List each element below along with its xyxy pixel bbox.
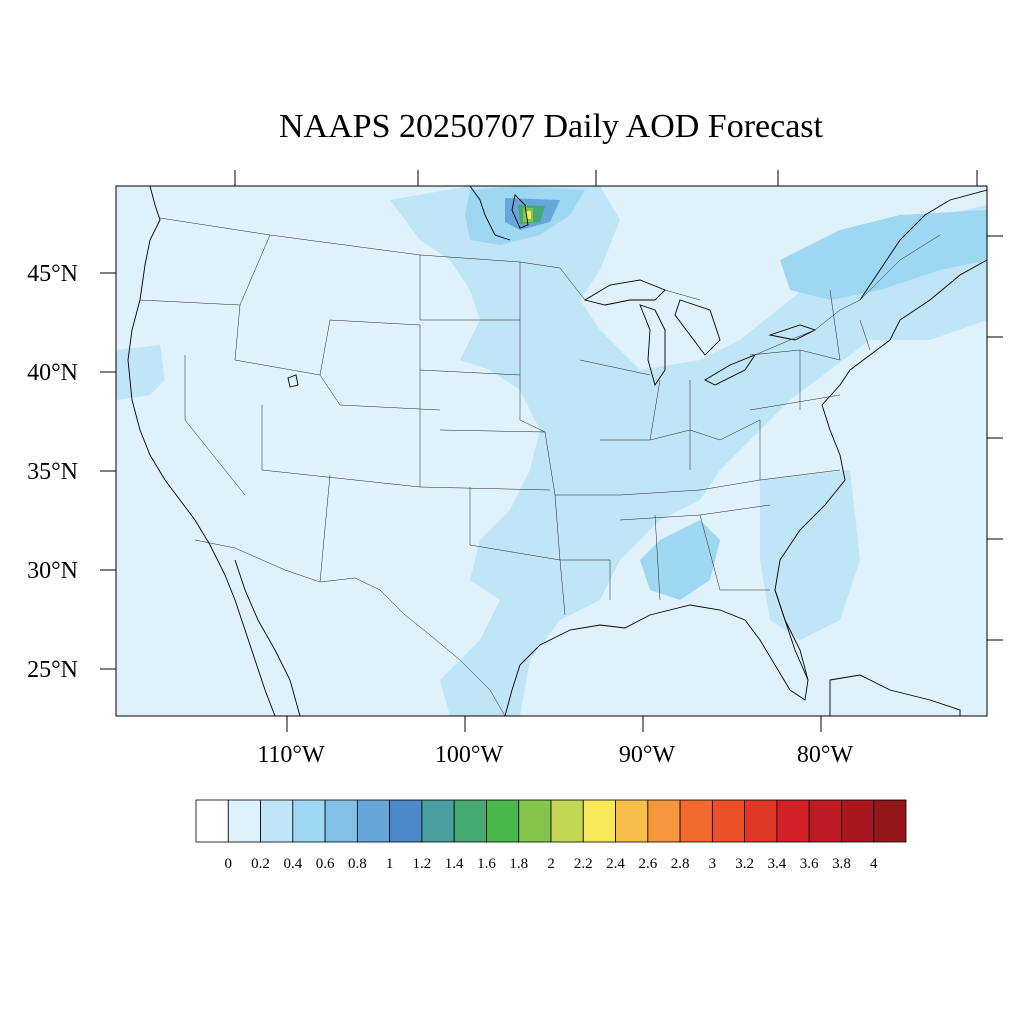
colorbar-label: 3.4 [768, 856, 787, 872]
plume-manitoba-peak [526, 211, 531, 219]
lat-tick-label: 40°N [27, 360, 78, 386]
aod-plumes [116, 186, 987, 716]
colorbar-swatch [195, 799, 229, 843]
colorbar-label: 4 [870, 856, 878, 872]
pacific-coastline [127, 186, 276, 716]
colorbar-swatch [518, 799, 552, 843]
plume-northeast [780, 210, 987, 300]
colorbar-label: 2.4 [606, 856, 625, 872]
frame-ticks [234, 170, 1003, 641]
state-borders-east [579, 289, 871, 601]
atlantic-coastline [774, 259, 987, 591]
colorbar-swatch [711, 799, 746, 843]
lake-superior [583, 279, 666, 306]
colorbar-swatch [389, 799, 423, 843]
plume-southeast-coast [760, 470, 860, 640]
colorbar-label: 0 [225, 856, 233, 872]
coastlines [127, 186, 987, 716]
lake-michigan [639, 304, 666, 387]
us-mexico-border [194, 539, 506, 716]
colorbar-label: 1 [386, 856, 394, 872]
cuba-coast [829, 674, 961, 716]
colorbar-label: 3.6 [800, 856, 819, 872]
lon-tick-label: 100°W [435, 742, 504, 768]
map-title: NAAPS 20250707 Daily AOD Forecast [279, 108, 823, 145]
colorbar-label: 3 [709, 856, 717, 872]
colorbar-swatch [582, 799, 616, 843]
colorbar-label: 3.8 [832, 856, 851, 872]
lon-tick-label: 110°W [257, 742, 325, 768]
great-salt-lake [287, 374, 299, 388]
colorbar-swatch [356, 799, 391, 843]
state-borders-central [419, 262, 620, 616]
colorbar-label: 0.6 [316, 856, 335, 872]
political-borders [139, 217, 941, 716]
colorbar-swatch [615, 799, 649, 843]
hudson-bay-shore [469, 186, 511, 241]
lat-tick-label: 45°N [27, 261, 78, 287]
canada-us-border [159, 217, 941, 356]
lake-erie [704, 354, 757, 386]
colorbar-swatch [486, 799, 520, 843]
lat-tick-label: 35°N [27, 459, 78, 485]
map-frame [115, 185, 988, 717]
longitude-axis: 110°W 100°W 90°W 80°W [257, 716, 853, 768]
colorbar-label: 0.2 [251, 856, 270, 872]
colorbar-swatch [873, 799, 907, 843]
colorbar-swatch [550, 799, 584, 843]
baja-gulf-coast [234, 559, 301, 716]
colorbar-label: 1.6 [477, 856, 496, 872]
plume-upper-midwest [390, 186, 987, 716]
state-borders-west [139, 234, 441, 583]
colorbar-swatch [841, 799, 875, 843]
colorbar-swatch [324, 799, 358, 843]
colorbar-label: 1.8 [509, 856, 528, 872]
st-lawrence-coast [859, 189, 987, 301]
colorbar-swatch [808, 799, 842, 843]
florida-coast [774, 589, 809, 681]
colorbar-swatch [421, 799, 455, 843]
colorbar-swatch [679, 799, 713, 843]
lat-tick-label: 25°N [27, 657, 78, 683]
colorbar-label: 2.6 [638, 856, 657, 872]
plume-southeast [640, 520, 720, 600]
colorbar-swatch [453, 799, 487, 843]
colorbar-swatch [776, 799, 810, 843]
colorbar-label: 3.2 [735, 856, 754, 872]
colorbar-swatch [744, 799, 778, 843]
lat-tick-label: 30°N [27, 558, 78, 584]
latitude-axis: 45°N 40°N 35°N 30°N 25°N [27, 261, 116, 683]
colorbar-label: 1.2 [413, 856, 432, 872]
lake-winnipeg [511, 194, 529, 229]
lon-tick-label: 90°W [619, 742, 676, 768]
lon-tick-label: 80°W [797, 742, 854, 768]
colorbar-swatch [647, 799, 681, 843]
colorbar-swatch [292, 799, 326, 843]
map-panel [116, 186, 987, 716]
colorbar-swatch [227, 799, 261, 843]
colorbar-label: 2 [547, 856, 555, 872]
colorbar-label: 0.4 [283, 856, 302, 872]
colorbar-swatch [260, 799, 294, 843]
colorbar-label: 2.2 [574, 856, 593, 872]
colorbar-label: 0.8 [348, 856, 367, 872]
lake-huron [674, 299, 721, 356]
colorbar-label: 1.4 [445, 856, 464, 872]
colorbar-label: 2.8 [671, 856, 690, 872]
aod-colorbar: 0 0.2 0.4 0.6 0.8 1 1.2 1.4 1.6 1.8 2 2.2 2.4 2.6 2.8 3… [195, 799, 907, 872]
